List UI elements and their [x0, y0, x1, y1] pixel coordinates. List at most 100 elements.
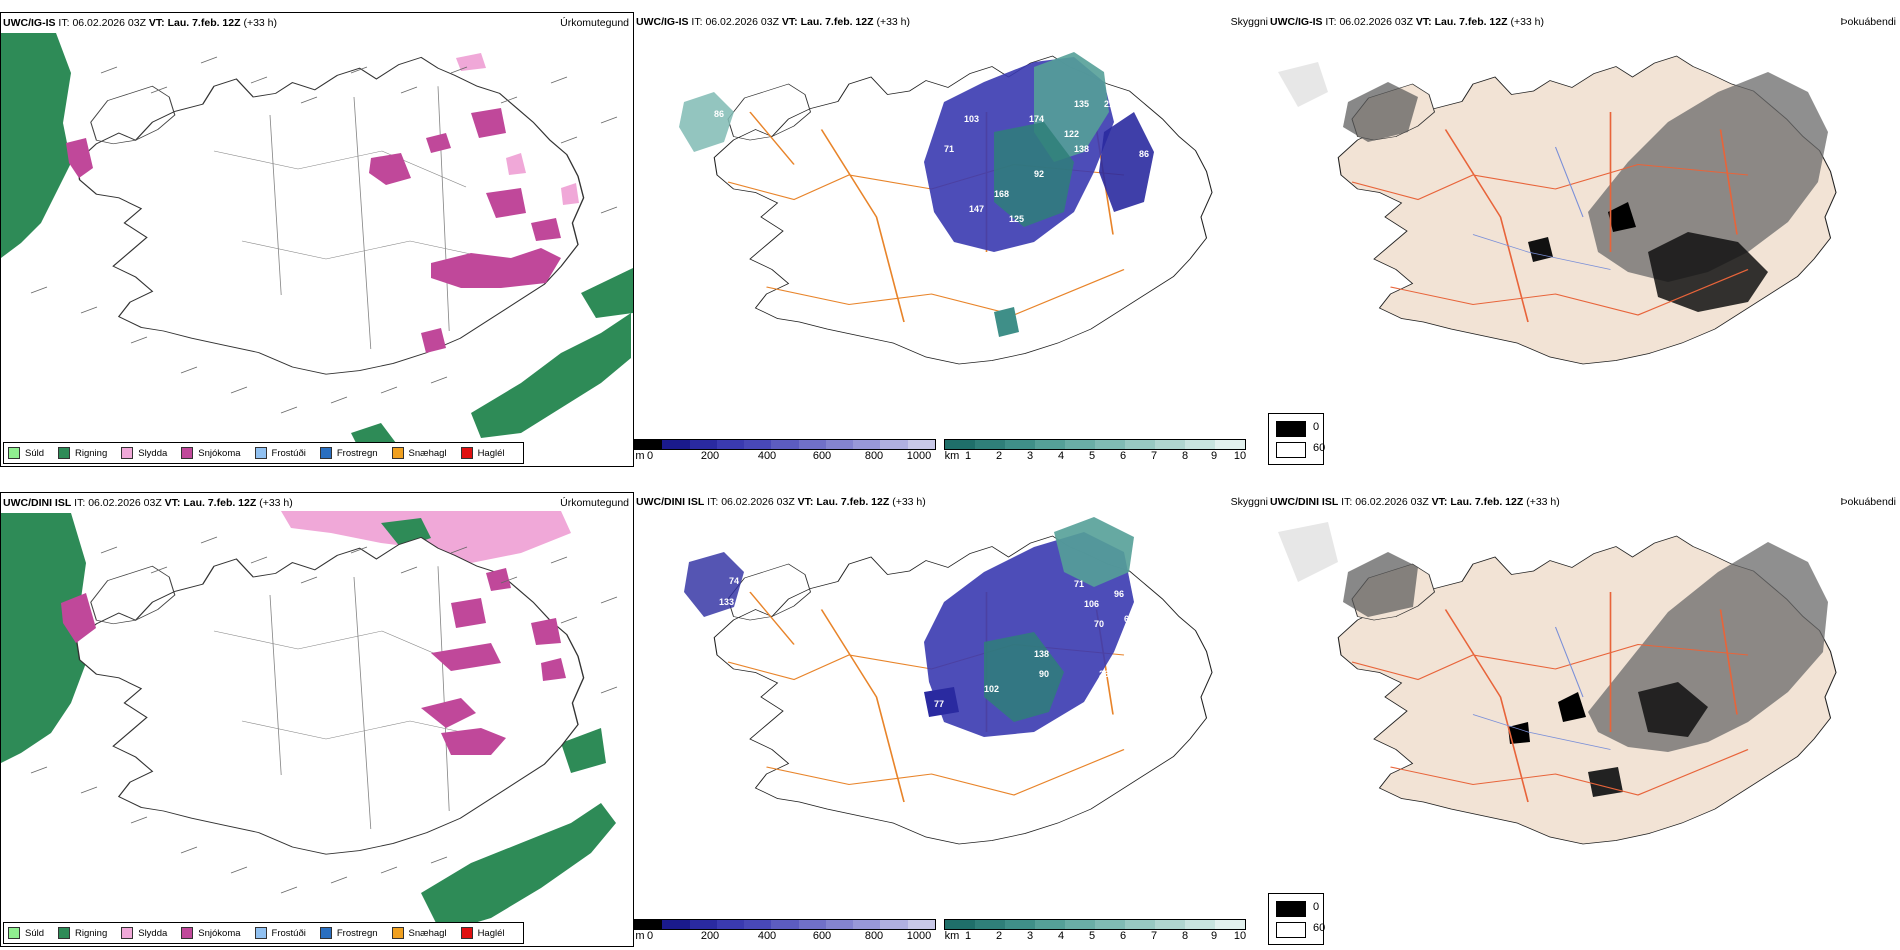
low-cloud-areas-top — [679, 52, 1154, 337]
svg-text:125: 125 — [1009, 214, 1024, 224]
svg-text:135: 135 — [1114, 724, 1129, 734]
legend-item-snjokoma: Snjókoma — [181, 927, 241, 939]
iceland-outline-precip-bottom — [77, 537, 584, 854]
legend-item-rigning: Rigning — [58, 927, 107, 939]
legend-item-frostregn: Frostregn — [319, 447, 378, 459]
legend-item-slydda: Slydda — [121, 927, 167, 939]
svg-text:136: 136 — [1124, 224, 1139, 234]
svg-text:138: 138 — [1074, 144, 1089, 154]
fog-legend-swatch-max — [1276, 421, 1306, 437]
svg-text:106: 106 — [1074, 724, 1089, 734]
colorbar-m-top: m 0 200 400 600 800 1000 — [634, 439, 936, 462]
visibility-values-top: 86 71 103 174 135 218 122 138 86 168 147… — [714, 99, 1174, 264]
cloud-map-bottom: 74 133 71 106 96 70 65 182 76 89 102 138… — [634, 492, 1268, 947]
svg-text:96: 96 — [1164, 174, 1174, 184]
svg-text:103: 103 — [964, 114, 979, 124]
title-fog-bottom: Þokuábendi — [1840, 496, 1896, 508]
legend-item-sudl: Súld — [8, 927, 44, 939]
fog-legend-min-label: 60 — [1313, 442, 1326, 454]
svg-text:218: 218 — [1104, 99, 1119, 109]
snow-areas-bottom — [61, 568, 566, 755]
legend-item-haglel: Haglél — [460, 447, 505, 459]
svg-text:138: 138 — [1034, 649, 1049, 659]
legend-item-frostudi: Frostúði — [254, 927, 306, 939]
rain-area-west — [1, 513, 86, 763]
rain-area-southeast — [421, 803, 616, 933]
fog-areas-top — [1278, 62, 1828, 312]
svg-text:102: 102 — [984, 684, 999, 694]
svg-text:86: 86 — [714, 109, 724, 119]
visibility-values-bottom: 74 133 71 106 96 70 65 182 76 89 102 138… — [719, 576, 1169, 734]
svg-text:133: 133 — [719, 597, 734, 607]
svg-text:168: 168 — [994, 189, 1009, 199]
header-fog-top: UWC/IG-IS IT: 06.02.2026 03Z VT: Lau. 7.… — [1270, 16, 1545, 28]
colorbar-m-bottom: m 0 200 400 600 800 1000 — [634, 919, 936, 942]
title-precip-top: Úrkomutegund — [560, 17, 629, 29]
roads-fog-top — [1351, 112, 1749, 323]
svg-text:69: 69 — [1154, 199, 1164, 209]
header-fog-bottom: UWC/DINI ISL IT: 06.02.2026 03Z VT: Lau.… — [1270, 496, 1560, 508]
cloud-map-top: 86 71 103 174 135 218 122 138 86 168 147… — [634, 12, 1268, 467]
svg-text:70: 70 — [1094, 619, 1104, 629]
fog-map-bottom — [1268, 492, 1900, 947]
fog-legend-swatch-min — [1276, 922, 1306, 938]
colorbar-km-labels: km 1 2 3 4 5 6 7 8 9 10 — [944, 930, 1247, 942]
legend-item-sudl: Súld — [8, 447, 44, 459]
precip-panel-top: UWC/IG-IS IT: 06.02.2026 03Z VT: Lau. 7.… — [0, 12, 634, 467]
fog-legend-max-label: 0 — [1313, 421, 1320, 433]
header-cloud-bottom: UWC/DINI ISL IT: 06.02.2026 03Z VT: Lau.… — [636, 496, 926, 508]
legend-item-snaehagl: Snæhagl — [391, 927, 447, 939]
legend-item-frostregn: Frostregn — [319, 927, 378, 939]
svg-text:135: 135 — [1074, 99, 1089, 109]
svg-text:92: 92 — [1034, 169, 1044, 179]
iceland-outline-precip-top — [77, 57, 584, 374]
svg-text:71: 71 — [1074, 579, 1084, 589]
snow-areas-top — [66, 108, 561, 353]
sleet-areas-top — [456, 53, 579, 205]
low-cloud-areas-bottom — [684, 517, 1134, 737]
header-precip-top: UWC/IG-IS IT: 06.02.2026 03Z VT: Lau. 7.… — [3, 17, 278, 29]
colorbar-m-track — [634, 439, 936, 450]
fog-legend-top: 0 60 — [1268, 413, 1326, 465]
svg-text:106: 106 — [1084, 599, 1099, 609]
fog-legend-max-label: 0 — [1313, 901, 1320, 913]
legend-item-haglel: Haglél — [460, 927, 505, 939]
svg-text:76: 76 — [1159, 624, 1169, 634]
svg-text:348: 348 — [1034, 249, 1049, 259]
legend-item-rigning: Rigning — [58, 447, 107, 459]
roads-fog-bottom — [1351, 592, 1749, 803]
svg-text:104: 104 — [929, 244, 944, 254]
legend-item-snjokoma: Snjókoma — [181, 447, 241, 459]
svg-text:96: 96 — [1114, 589, 1124, 599]
colorbar-km-labels: km 1 2 3 4 5 6 7 8 9 10 — [944, 450, 1247, 462]
svg-text:71: 71 — [944, 144, 954, 154]
svg-text:148: 148 — [1114, 244, 1129, 254]
colorbar-km-top: km 1 2 3 4 5 6 7 8 9 10 — [944, 439, 1246, 462]
title-fog-top: Þokuábendi — [1840, 16, 1896, 28]
colorbar-m-labels: m 0 200 400 600 800 1000 — [635, 930, 932, 942]
svg-text:65: 65 — [1124, 614, 1134, 624]
svg-text:77: 77 — [934, 699, 944, 709]
fog-map-top — [1268, 12, 1900, 467]
wind-barbs-top — [30, 56, 618, 414]
cloud-panel-top: 86 71 103 174 135 218 122 138 86 168 147… — [634, 12, 1268, 467]
header-precip-bottom: UWC/DINI ISL IT: 06.02.2026 03Z VT: Lau.… — [3, 497, 293, 509]
rain-area-southeast — [471, 313, 631, 438]
title-cloud-bottom: Skyggni — [1230, 496, 1268, 508]
legend-item-snaehagl: Snæhagl — [391, 447, 447, 459]
svg-text:182: 182 — [1134, 639, 1149, 649]
svg-text:113: 113 — [1079, 254, 1094, 264]
precip-map-bottom — [1, 493, 633, 946]
cloud-panel-bottom: 74 133 71 106 96 70 65 182 76 89 102 138… — [634, 492, 1268, 947]
fog-legend-bottom: 0 60 — [1268, 893, 1325, 945]
colorbar-km-bottom: km 1 2 3 4 5 6 7 8 9 10 — [944, 919, 1246, 942]
title-cloud-top: Skyggni — [1230, 16, 1268, 28]
svg-text:269: 269 — [1099, 669, 1114, 679]
svg-text:122: 122 — [1064, 129, 1079, 139]
svg-text:90: 90 — [1039, 669, 1049, 679]
svg-text:74: 74 — [729, 576, 739, 586]
svg-text:297: 297 — [1134, 674, 1149, 684]
svg-text:212: 212 — [1134, 239, 1149, 249]
fog-areas-bottom — [1278, 522, 1828, 797]
rain-area-east — [581, 268, 633, 318]
